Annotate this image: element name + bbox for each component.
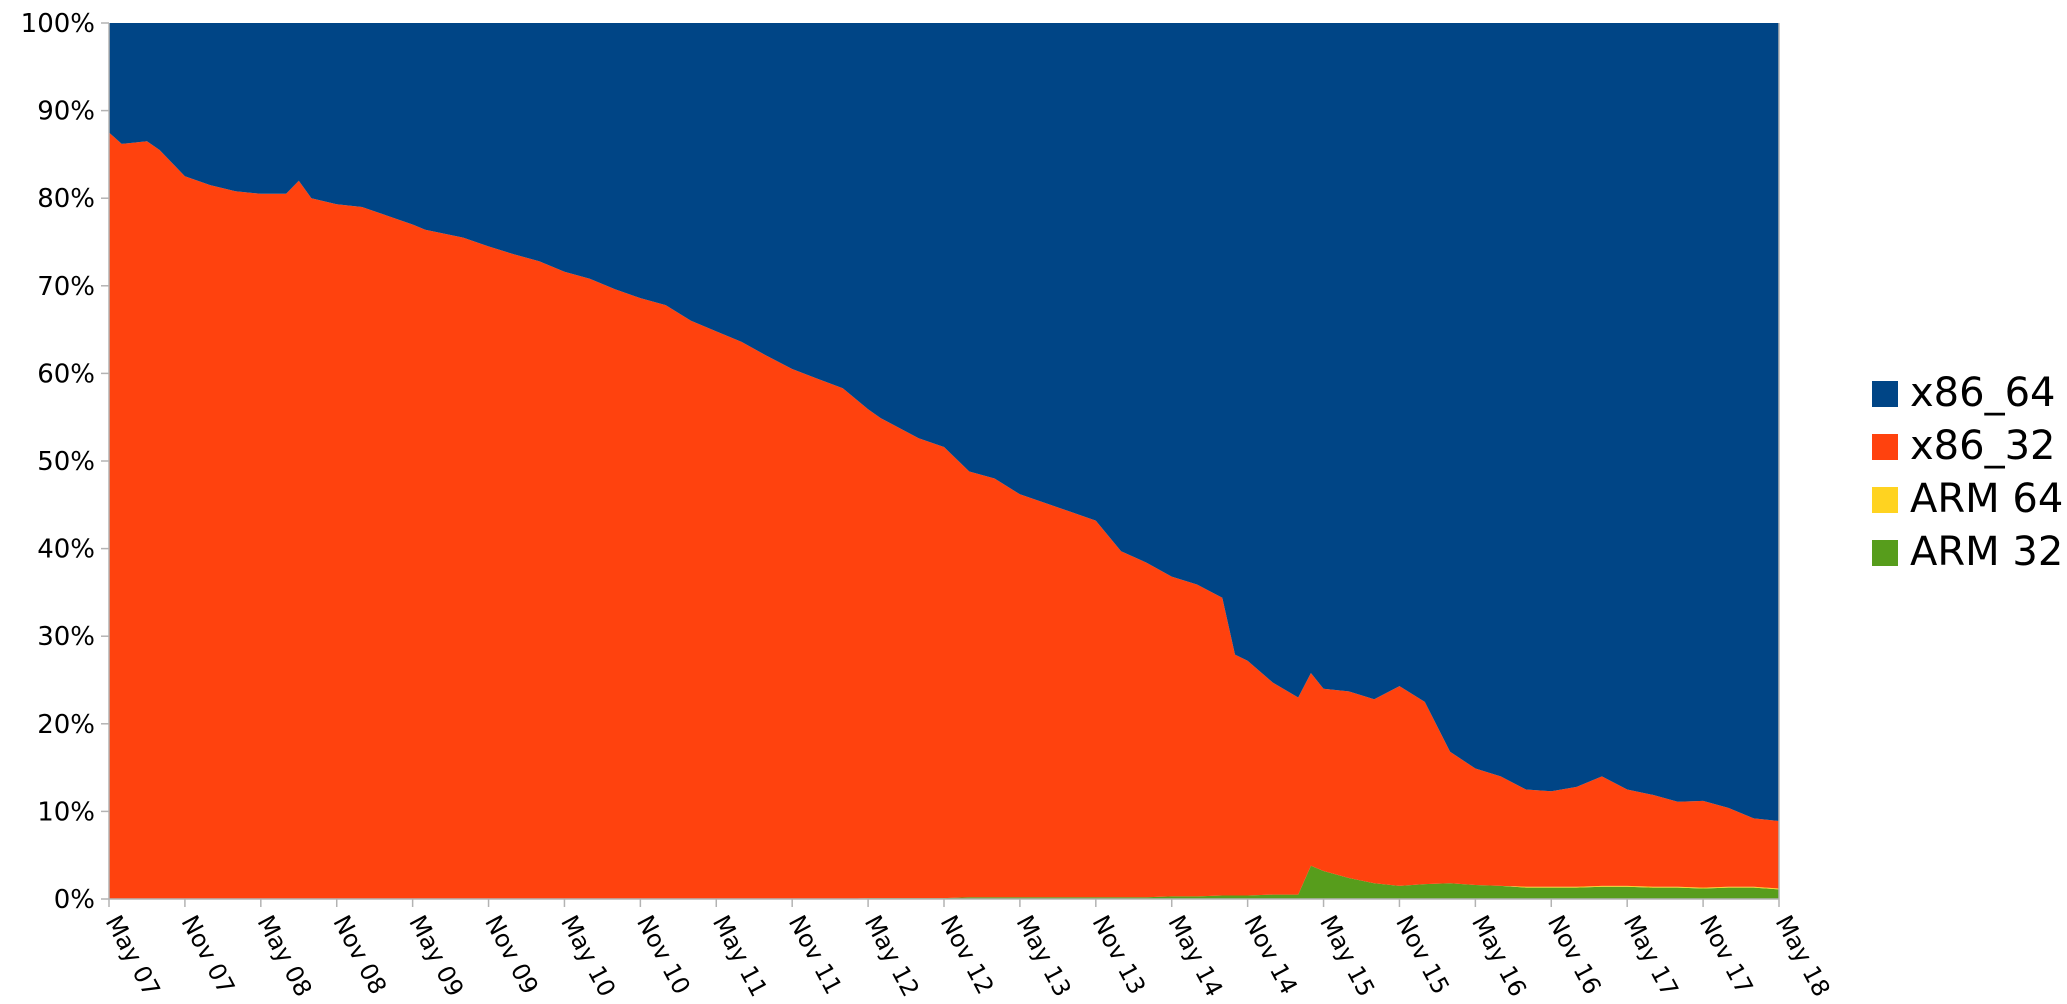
- y-tick-label: 90%: [37, 97, 95, 127]
- x-tick-label: May 08: [252, 911, 318, 1002]
- x-tick-label: Nov 14: [1238, 911, 1303, 999]
- series-areas: [109, 23, 1779, 899]
- x-tick-label: Nov 17: [1694, 911, 1759, 999]
- legend-swatch-x86-64: [1872, 381, 1898, 407]
- legend-label-x86-32: x86_32: [1910, 423, 2055, 469]
- legend-swatch-arm-64: [1872, 487, 1898, 513]
- y-tick-label: 60%: [37, 359, 95, 389]
- legend: x86_64 x86_32 ARM 64 ARM 32: [1872, 370, 2063, 575]
- y-tick-label: 30%: [37, 622, 95, 652]
- area-x86-32: [109, 132, 1779, 899]
- x-tick-label: May 16: [1466, 911, 1532, 1002]
- x-tick-label: May 11: [707, 911, 773, 1002]
- y-tick-label: 10%: [37, 797, 95, 827]
- legend-label-x86-64: x86_64: [1910, 370, 2055, 416]
- y-axis-ticks: 0% 10% 20% 30% 40% 50% 60% 70% 80% 90% 100%: [21, 9, 109, 915]
- x-tick-label: Nov 12: [935, 911, 1000, 999]
- x-tick-label: Nov 08: [327, 911, 392, 999]
- y-tick-label: 50%: [37, 447, 95, 477]
- area-arm-32: [109, 865, 1779, 899]
- legend-label-arm-64: ARM 64: [1910, 476, 2063, 522]
- x-axis-ticks: May 07 Nov 07 May 08 Nov 08 May 09 Nov 09 May …: [100, 899, 1836, 1001]
- y-tick-label: 40%: [37, 535, 95, 565]
- area-x86-64: [109, 23, 1779, 821]
- x-tick-label: May 17: [1618, 911, 1684, 1002]
- x-tick-label: Nov 11: [783, 911, 848, 999]
- legend-swatch-arm-32: [1872, 540, 1898, 566]
- x-tick-label: May 12: [859, 911, 925, 1002]
- x-tick-label: Nov 13: [1087, 911, 1152, 999]
- x-tick-label: Nov 15: [1390, 911, 1455, 999]
- y-tick-label: 20%: [37, 710, 95, 740]
- x-tick-label: May 18: [1770, 911, 1836, 1002]
- x-tick-label: Nov 16: [1542, 911, 1607, 999]
- y-tick-label: 0%: [54, 885, 95, 915]
- x-tick-label: Nov 07: [176, 911, 241, 999]
- x-tick-label: May 14: [1162, 911, 1228, 1002]
- y-tick-label: 80%: [37, 184, 95, 214]
- x-tick-label: May 15: [1314, 911, 1380, 1002]
- x-tick-label: May 13: [1011, 911, 1077, 1002]
- x-tick-label: Nov 09: [479, 911, 544, 999]
- x-tick-label: May 09: [403, 911, 469, 1002]
- x-tick-label: May 07: [100, 911, 166, 1002]
- x-tick-label: May 10: [555, 911, 621, 1002]
- y-tick-label: 100%: [21, 9, 95, 39]
- legend-swatch-x86-32: [1872, 434, 1898, 460]
- x-tick-label: Nov 10: [631, 911, 696, 999]
- y-tick-label: 70%: [37, 272, 95, 302]
- legend-label-arm-32: ARM 32: [1910, 529, 2063, 575]
